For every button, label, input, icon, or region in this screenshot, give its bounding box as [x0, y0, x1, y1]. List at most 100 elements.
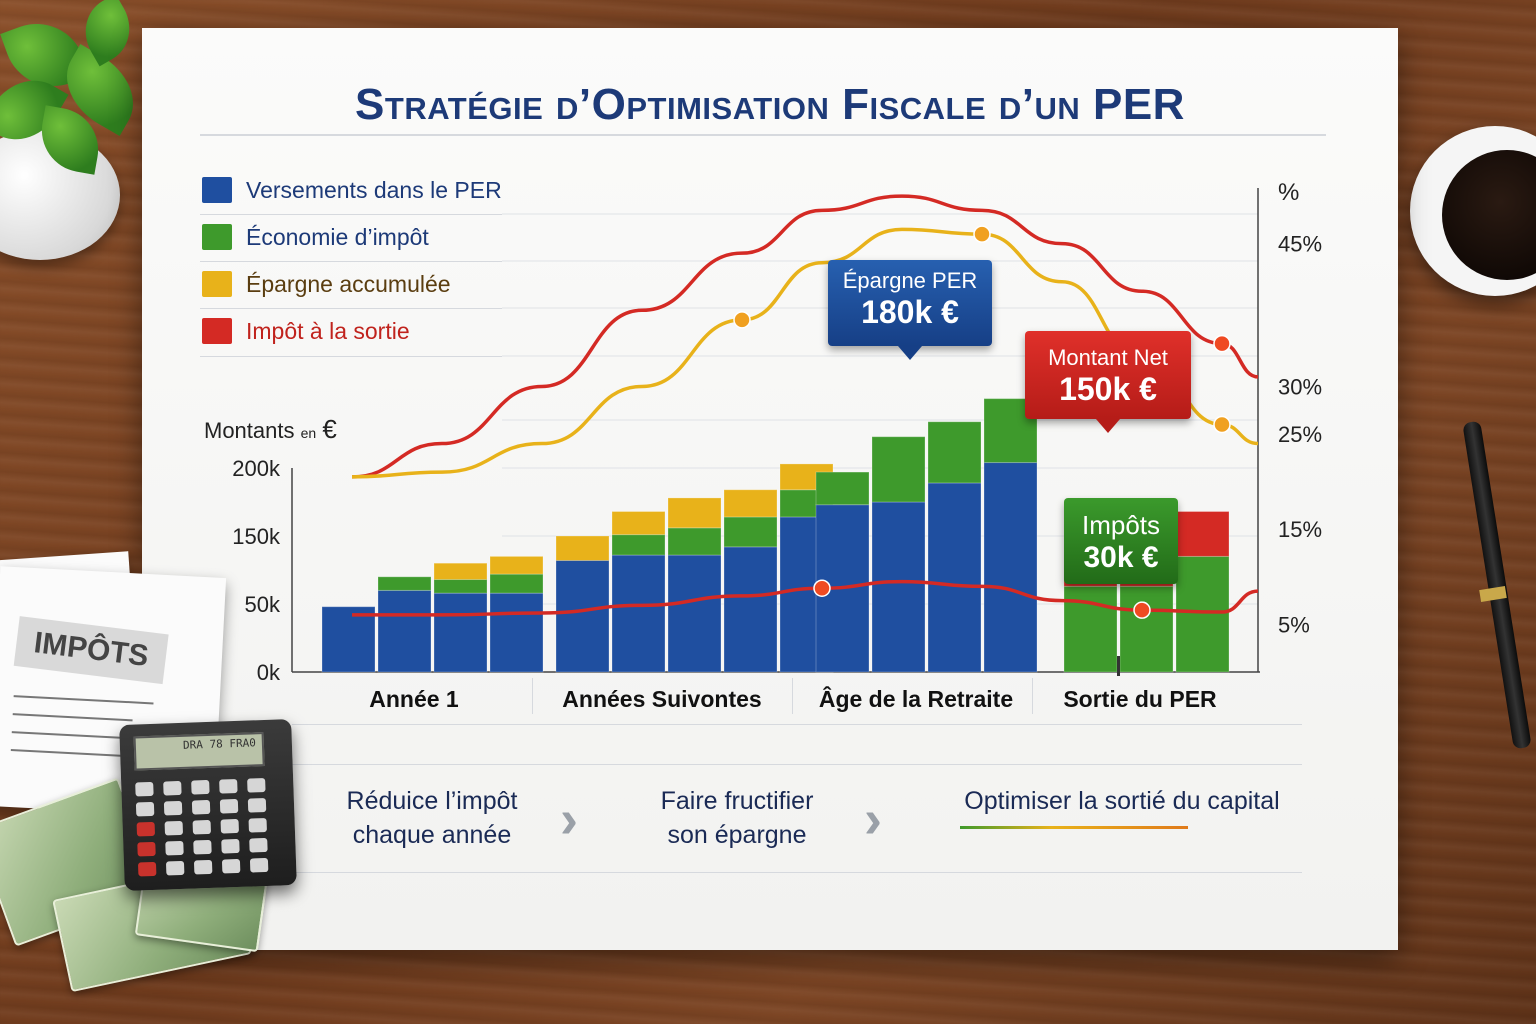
calculator-key — [163, 780, 182, 796]
pen — [1462, 420, 1532, 750]
step-3-line1: Optimiser la sortié du capital — [964, 787, 1280, 815]
legend-swatch — [202, 224, 232, 250]
tax-document-label: IMPÔTS — [13, 616, 169, 685]
calculator-key — [165, 840, 184, 856]
right-tick-label: 15% — [1278, 517, 1322, 542]
callout-net-label: Montant Net — [1048, 345, 1168, 370]
bar-segment-versements — [983, 462, 1038, 673]
category-label: Année 1 — [369, 686, 459, 712]
step-3: Optimiser la sortié du capital — [932, 784, 1312, 818]
calculator-key — [219, 778, 238, 794]
callout-impots-value: 30k € — [1083, 541, 1159, 574]
category-divider — [792, 678, 793, 714]
category-label: Sortie du PER — [1063, 686, 1217, 712]
step-2-line1: Faire fructifier — [660, 787, 814, 815]
chart-svg: 0k 50k 150k 200k% 5% 15% 25% 30% 45% — [232, 179, 1322, 685]
bar-segment-economie — [871, 436, 926, 503]
title-rule — [200, 134, 1326, 136]
series-point — [1213, 415, 1231, 434]
series-point — [813, 579, 831, 597]
category-divider — [1032, 678, 1033, 714]
chevron-right-icon: › — [560, 789, 578, 849]
callout-net-value: 150k € — [1059, 371, 1157, 407]
bar-segment-economie — [723, 516, 778, 548]
y-axis-title: Montants en € — [204, 414, 337, 445]
legend-label: Épargne accumulée — [246, 270, 451, 297]
bar-segment-versements — [321, 606, 376, 673]
callout-epargne: Épargne PER 180k € — [828, 260, 992, 346]
calculator-key — [221, 838, 240, 854]
doc-line — [12, 713, 133, 722]
calculator-key — [137, 841, 156, 857]
calculator-key — [249, 857, 269, 873]
step-1: Réduice l’impôt chaque année — [312, 784, 552, 852]
calculator-key — [247, 777, 266, 793]
calculator-key — [193, 839, 212, 855]
calculator-key — [192, 819, 212, 835]
bar-segment-economie — [433, 579, 488, 594]
series-point — [733, 311, 751, 329]
calculator-key — [136, 821, 156, 837]
legend-rule — [200, 308, 502, 309]
bar-segment-versements — [377, 589, 432, 673]
y-axis-title-unit: € — [322, 414, 337, 444]
y-tick-label: 150k — [232, 524, 281, 549]
calculator-key — [249, 837, 268, 853]
legend-item-versements: Versements dans le PER — [202, 175, 502, 205]
legend-rule — [200, 261, 502, 262]
bar-segment-versements — [555, 559, 610, 673]
calculator-key — [163, 800, 183, 816]
y-tick-label: 0k — [257, 660, 281, 685]
steps-top-rule — [292, 764, 1302, 765]
series-point — [973, 225, 991, 243]
legend-label: Versements dans le PER — [246, 176, 502, 203]
calculator-key — [165, 860, 185, 876]
y-tick-label: 200k — [232, 456, 281, 481]
callout-net: Montant Net 150k € — [1025, 331, 1191, 419]
calculator-key — [247, 797, 267, 813]
series-point — [1213, 334, 1231, 353]
bar-segment-epargne — [555, 535, 610, 561]
category-label: Années Suivontes — [562, 686, 762, 712]
calculator-key — [135, 801, 155, 817]
legend-rule — [200, 214, 502, 215]
right-tick-label: 5% — [1278, 612, 1310, 637]
calculator-key — [137, 861, 157, 877]
chart-poster: Stratégie d’Optimisation Fiscale d’un PE… — [142, 28, 1398, 950]
bar-segment-economie — [377, 576, 432, 591]
calculator-key — [191, 799, 211, 815]
calculator-key — [191, 779, 210, 795]
bar-segment-versements — [489, 592, 544, 673]
callout-epargne-value: 180k € — [861, 294, 959, 330]
bar-segment-economie — [489, 573, 544, 594]
calculator-display: DRA 78 FRA0 — [133, 732, 265, 771]
calculator: DRA 78 FRA0 — [119, 719, 297, 891]
right-tick-label: 30% — [1278, 374, 1322, 399]
bar-segment-economie — [667, 527, 722, 556]
bar-segment-versements — [871, 501, 926, 673]
category-rule — [292, 724, 1302, 725]
calculator-key — [135, 781, 154, 797]
right-tick-label: 45% — [1278, 232, 1322, 257]
step-3-underline — [960, 826, 1188, 829]
bar-segment-epargne — [611, 511, 666, 536]
right-axis-unit: % — [1278, 179, 1299, 206]
bar-segment-epargne — [433, 562, 488, 581]
doc-line — [10, 749, 121, 757]
bar-segment-versements — [667, 554, 722, 673]
bar-segment-economie — [1119, 585, 1174, 673]
bar-segment-versements — [723, 546, 778, 673]
legend-item-impot: Impôt à la sortie — [202, 316, 410, 346]
callout-impots-label: Impôts — [1081, 510, 1161, 540]
legend-item-economie: Économie d’impôt — [202, 222, 429, 252]
category-label: Âge de la Retraite — [818, 686, 1014, 712]
calculator-key — [219, 798, 239, 814]
bar-segment-epargne — [723, 489, 778, 518]
bar-segment-economie — [927, 421, 982, 484]
calculator-key — [193, 859, 213, 875]
bar-segment-versements — [611, 554, 666, 673]
callout-epargne-pointer — [898, 346, 922, 360]
bar-segment-epargne — [667, 497, 722, 529]
step-1-line2: chaque année — [352, 821, 512, 849]
chevron-right-icon: › — [864, 789, 882, 849]
